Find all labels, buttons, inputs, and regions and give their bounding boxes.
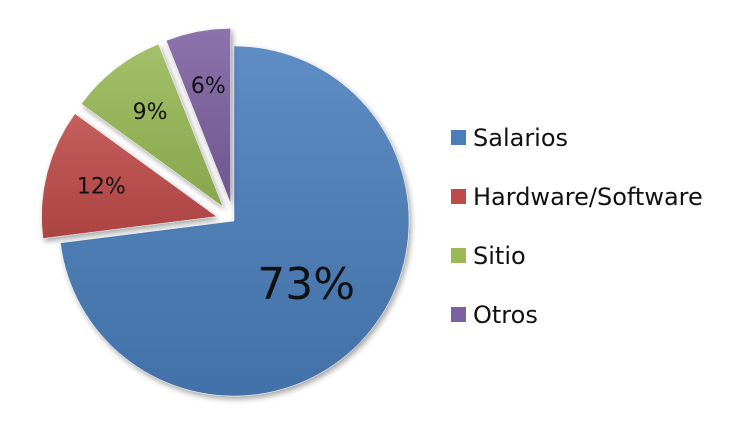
legend-swatch (451, 189, 466, 204)
legend-label: Salarios (473, 123, 569, 152)
data-label-hardware-software: 12% (77, 174, 126, 199)
legend-label: Sitio (473, 241, 526, 270)
pie-slices (41, 28, 410, 397)
pie-data-labels: 73% 12% 9% 6% (77, 74, 355, 310)
legend-item-hardware-software: Hardware/Software (451, 167, 751, 226)
legend-item-salarios: Salarios (451, 108, 751, 167)
data-label-sitio: 9% (133, 100, 168, 125)
data-label-salarios: 73% (257, 259, 355, 310)
legend-item-otros: Otros (451, 285, 751, 344)
legend-label: Otros (473, 300, 538, 329)
legend-swatch (451, 307, 466, 322)
legend-item-sitio: Sitio (451, 226, 751, 285)
legend-swatch (451, 130, 466, 145)
pie-slice-shade-hardware-software (41, 113, 217, 239)
data-label-otros: 6% (191, 74, 226, 99)
pie-slice-shade-salarios (60, 46, 409, 396)
legend-swatch (451, 248, 466, 263)
legend-label: Hardware/Software (473, 182, 703, 211)
legend: Salarios Hardware/Software Sitio Otros (451, 108, 751, 344)
pie-slice-shade-otros (166, 28, 231, 204)
pie-slice-shade-sitio (81, 44, 223, 207)
